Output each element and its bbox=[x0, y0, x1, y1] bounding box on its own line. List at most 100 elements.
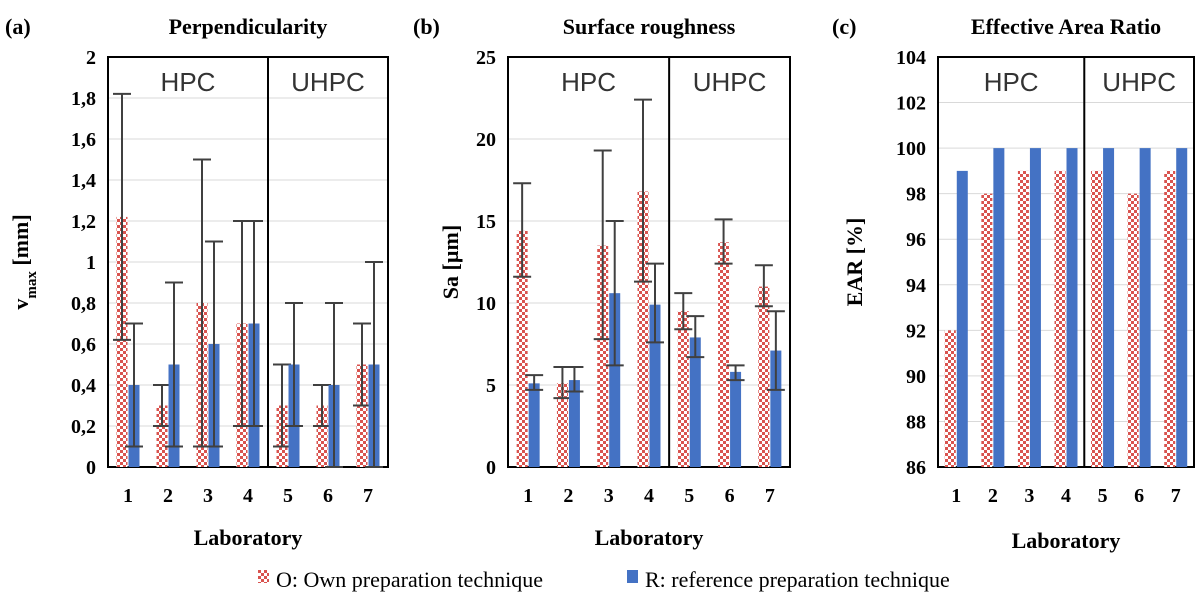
y-tick-label: 10 bbox=[476, 293, 496, 315]
plot-frame bbox=[507, 56, 791, 468]
bar-reference-1 bbox=[956, 170, 968, 467]
bar-reference-7 bbox=[1176, 148, 1188, 467]
errorbar-reference-5 bbox=[686, 315, 705, 359]
errorbar-own-4 bbox=[233, 220, 251, 427]
panel-label: (b) bbox=[413, 14, 440, 39]
legend-own-swatch bbox=[258, 570, 269, 583]
y-tick-label: 98 bbox=[906, 184, 926, 206]
y-axis-label: Sa [µm] bbox=[438, 225, 463, 299]
errorbar-reference-1 bbox=[125, 322, 143, 448]
errorbar-own-5 bbox=[273, 363, 291, 448]
legend-own-label: O: Own preparation technique bbox=[276, 567, 543, 592]
y-tick-label: 94 bbox=[906, 275, 926, 297]
x-tick-label: 1 bbox=[523, 485, 533, 507]
y-tick-label: 88 bbox=[906, 411, 926, 433]
bar-own-2 bbox=[981, 193, 993, 467]
errorbar-reference-1 bbox=[525, 374, 544, 391]
group-label-uhpc: UHPC bbox=[693, 67, 767, 97]
errorbar-reference-4 bbox=[245, 220, 263, 427]
x-tick-label: 7 bbox=[363, 485, 373, 507]
errorbar-own-7 bbox=[754, 264, 773, 308]
bar-reference-2 bbox=[993, 148, 1005, 467]
bar-own-7 bbox=[1164, 170, 1176, 467]
bar-reference-4 bbox=[1066, 148, 1078, 467]
bar-own-1 bbox=[944, 330, 956, 467]
bar-reference-6 bbox=[1139, 148, 1151, 467]
y-tick-label: 90 bbox=[906, 366, 926, 388]
chart-title: Effective Area Ratio bbox=[971, 14, 1161, 39]
errorbar-reference-7 bbox=[766, 310, 785, 391]
x-tick-label: 2 bbox=[163, 485, 173, 507]
group-label-uhpc: UHPC bbox=[291, 67, 365, 97]
bar-own-6 bbox=[1127, 193, 1139, 467]
y-tick-label: 0,6 bbox=[71, 334, 96, 356]
errorbar-own-5 bbox=[674, 292, 693, 331]
x-axis-label: Laboratory bbox=[1012, 528, 1121, 553]
bar-reference-3 bbox=[1029, 148, 1041, 467]
errorbar-own-1 bbox=[513, 182, 532, 278]
bar-own-6 bbox=[718, 242, 730, 467]
x-tick-label: 1 bbox=[951, 485, 961, 507]
x-tick-label: 4 bbox=[644, 485, 654, 507]
bar-reference-2 bbox=[568, 380, 580, 467]
group-label-hpc: HPC bbox=[984, 67, 1039, 97]
bar-reference-5 bbox=[689, 337, 701, 467]
y-tick-label: 2 bbox=[86, 47, 96, 69]
y-tick-label: 0,4 bbox=[71, 375, 96, 397]
errorbar-reference-3 bbox=[605, 220, 624, 367]
y-axis-label: EAR [%] bbox=[842, 218, 867, 307]
y-tick-label: 0,2 bbox=[71, 416, 96, 438]
errorbar-own-2 bbox=[553, 365, 572, 400]
bar-own-4 bbox=[637, 191, 649, 468]
x-tick-label: 3 bbox=[604, 485, 614, 507]
y-tick-label: 25 bbox=[476, 47, 496, 69]
plot-frame bbox=[107, 56, 389, 468]
x-tick-label: 2 bbox=[988, 485, 998, 507]
panel-b-surface-roughness: HPC UHPC 0 5 10 15 20 25 1 2 3 4 5 6 7 Laboratory Sa [µm… bbox=[413, 14, 791, 550]
x-tick-label: 6 bbox=[1134, 485, 1144, 507]
y-tick-label: 86 bbox=[906, 457, 926, 479]
errorbar-own-6 bbox=[714, 218, 733, 265]
x-tick-label: 7 bbox=[1171, 485, 1181, 507]
plot-frame bbox=[937, 56, 1195, 468]
errorbar-own-7 bbox=[353, 322, 371, 407]
x-tick-label: 3 bbox=[203, 485, 213, 507]
errorbar-own-4 bbox=[634, 98, 652, 283]
group-label-hpc: HPC bbox=[561, 67, 616, 97]
errorbar-own-1 bbox=[113, 92, 131, 341]
y-tick-label: 102 bbox=[896, 93, 926, 115]
bar-own-5 bbox=[677, 311, 689, 467]
x-tick-label: 5 bbox=[684, 485, 694, 507]
panel-a-perpendicularity: HPC UHPC 0 0,2 0,4 0,6 0,8 1 1,2 1,4 1,6 1,8 2 1 2 3 4 5 6… bbox=[5, 14, 389, 550]
y-tick-label: 100 bbox=[896, 138, 926, 160]
y-tick-label: 0,8 bbox=[71, 293, 96, 315]
panel-label: (c) bbox=[832, 14, 856, 39]
errorbar-reference-4 bbox=[646, 262, 664, 344]
x-tick-label: 1 bbox=[123, 485, 133, 507]
x-tick-label: 7 bbox=[765, 485, 775, 507]
errorbar-reference-2 bbox=[565, 365, 584, 393]
y-tick-label: 1,4 bbox=[71, 170, 96, 192]
bar-reference-6 bbox=[730, 371, 742, 467]
x-tick-label: 6 bbox=[323, 485, 333, 507]
panel-label: (a) bbox=[5, 14, 31, 39]
legend-reference-swatch bbox=[627, 570, 638, 583]
x-axis-label: Laboratory bbox=[595, 525, 704, 550]
errorbar-own-2 bbox=[153, 384, 171, 427]
y-tick-label: 96 bbox=[906, 229, 926, 251]
errorbar-own-3 bbox=[593, 149, 612, 341]
y-tick-label: 1,2 bbox=[71, 211, 96, 233]
x-tick-label: 2 bbox=[563, 485, 573, 507]
y-tick-label: 104 bbox=[896, 47, 926, 69]
group-label-uhpc: UHPC bbox=[1102, 67, 1176, 97]
bar-own-6 bbox=[316, 405, 328, 467]
bar-own-1 bbox=[516, 230, 528, 467]
y-tick-label: 0 bbox=[86, 457, 96, 479]
errorbar-reference-7 bbox=[365, 261, 383, 468]
y-tick-label: 0 bbox=[486, 457, 496, 479]
errorbar-own-6 bbox=[313, 384, 331, 427]
errorbar-reference-6 bbox=[325, 302, 343, 468]
x-tick-label: 3 bbox=[1024, 485, 1034, 507]
bar-own-3 bbox=[1017, 170, 1029, 467]
